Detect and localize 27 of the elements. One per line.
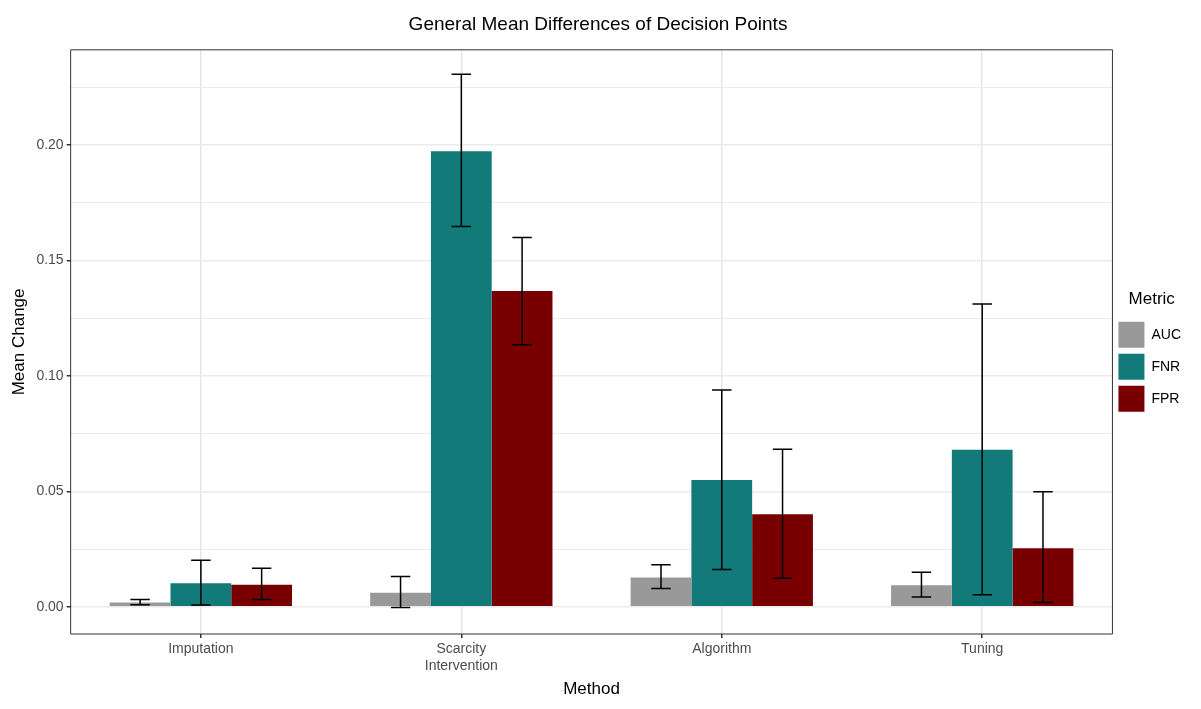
x-tick-label: Imputation	[168, 640, 234, 657]
bar	[630, 577, 692, 607]
x-tick-label: Tuning	[961, 640, 1004, 657]
chart-title: General Mean Differences of Decision Points	[408, 12, 788, 34]
bar	[691, 480, 753, 607]
bar	[430, 151, 492, 607]
legend-label: FPR	[1151, 389, 1180, 406]
bar	[370, 592, 431, 607]
bar	[1012, 548, 1074, 607]
x-tick-label: Scarcity Intervention	[424, 640, 498, 674]
bar	[491, 291, 553, 607]
bar	[231, 584, 293, 607]
y-tick-label: 0.05	[36, 482, 64, 499]
bar	[951, 449, 1013, 607]
legend-label: FNR	[1151, 357, 1181, 374]
x-tick-label: Algorithm	[692, 640, 752, 657]
bar	[170, 583, 232, 607]
x-axis-title: Method	[563, 679, 620, 699]
y-tick-label: 0.15	[36, 251, 64, 268]
bar	[752, 514, 813, 607]
y-tick-label: 0.20	[36, 135, 64, 152]
y-tick-label: 0.10	[36, 366, 64, 383]
bar	[891, 585, 952, 607]
legend-title: Metric	[1128, 289, 1176, 309]
y-axis-title: Mean Change	[8, 288, 28, 396]
legend-label: AUC	[1151, 325, 1181, 342]
y-tick-label: 0.00	[36, 597, 64, 614]
